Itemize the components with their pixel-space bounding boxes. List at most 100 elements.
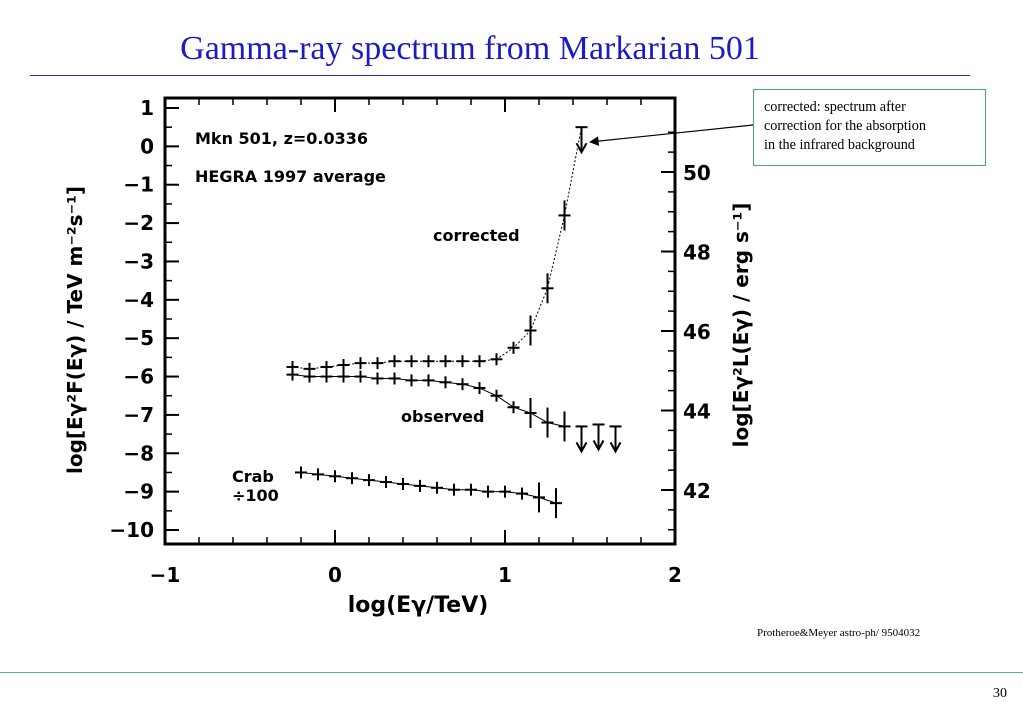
- plot-frame: [163, 96, 677, 546]
- data-point: [303, 370, 316, 383]
- upper-limit-arrow: [575, 425, 588, 454]
- limit-head: [609, 441, 622, 454]
- data-point: [473, 355, 486, 368]
- data-point: [524, 397, 537, 428]
- data-point: [448, 483, 460, 496]
- data-point: [312, 468, 324, 481]
- y2-tick-label: 50: [683, 161, 711, 185]
- limit-head: [592, 440, 605, 452]
- y-tick-label: −3: [123, 249, 154, 273]
- data-point: [541, 407, 554, 438]
- y-tick-label: −7: [123, 403, 154, 427]
- y-tick-label: −9: [123, 480, 154, 504]
- crab-label-2: ÷100: [232, 486, 279, 505]
- data-point: [363, 474, 375, 487]
- y2-tick-label: 42: [683, 479, 711, 503]
- data-point: [524, 315, 537, 346]
- x-tick-label: 2: [668, 563, 682, 587]
- data-point: [439, 376, 452, 389]
- x-tick-label: 1: [498, 563, 512, 587]
- y-tick-label: −6: [123, 365, 154, 389]
- title-divider: [30, 75, 970, 76]
- reference-credit: Protheroe&Meyer astro-ph/ 9504032: [757, 627, 921, 639]
- data-point: [337, 359, 350, 372]
- source-label-2: HEGRA 1997 average: [195, 167, 386, 186]
- data-point: [329, 470, 341, 483]
- series-line-2: [300, 472, 557, 504]
- upper-limit-arrow: [592, 423, 605, 452]
- data-point: [346, 472, 358, 485]
- data-point: [456, 378, 469, 391]
- limit-head: [575, 142, 588, 155]
- callout-line-3: in the infrared background: [764, 137, 915, 153]
- data-point: [490, 389, 503, 402]
- data-point: [473, 382, 486, 395]
- data-point: [388, 372, 401, 385]
- y-tick-label: −5: [123, 326, 154, 350]
- data-point: [431, 481, 443, 494]
- y-tick-label: −4: [123, 288, 154, 312]
- y-axis-label: log[Eγ²F(Eγ) / TeV m⁻²s⁻¹]: [63, 186, 87, 474]
- callout-arrow: [589, 124, 754, 146]
- limit-head: [575, 441, 588, 454]
- footer-divider: [0, 672, 1023, 673]
- series-label-corrected: corrected: [433, 226, 520, 245]
- y2-tick-labels: 42 44 46 48 50: [683, 161, 711, 503]
- page-number: 30: [993, 686, 1007, 701]
- upper-limit-arrow: [609, 425, 622, 454]
- y2-tick-label: 44: [683, 400, 711, 424]
- data-point: [507, 341, 520, 354]
- data-point: [380, 476, 392, 489]
- data-point: [482, 485, 494, 498]
- callout-line-1: corrected: spectrum after: [764, 99, 906, 115]
- data-point: [414, 479, 426, 492]
- data-point: [405, 374, 418, 387]
- data-point: [405, 355, 418, 368]
- y-tick-label: 1: [140, 96, 154, 120]
- data-point: [439, 355, 452, 368]
- data-point: [465, 483, 477, 496]
- data-point: [490, 353, 503, 366]
- y-tick-label: 0: [140, 134, 154, 158]
- data-point: [337, 370, 350, 383]
- data-point: [558, 411, 571, 442]
- data-point: [507, 401, 520, 414]
- slide-title: Gamma-ray spectrum from Markarian 501: [180, 30, 760, 67]
- data-point: [499, 485, 511, 498]
- x-tick-label: 0: [328, 563, 342, 587]
- callout-line-2: correction for the absorption: [764, 118, 926, 134]
- data-point: [371, 372, 384, 385]
- y2-tick-label: 48: [683, 241, 711, 265]
- data-point: [388, 355, 401, 368]
- y2-axis-label: log[Eγ²L(Eγ) / erg s⁻¹]: [729, 203, 753, 448]
- data-point: [422, 374, 435, 387]
- data-point: [516, 487, 528, 500]
- data-point: [354, 357, 367, 370]
- data-point: [550, 488, 562, 519]
- series-line-0: [292, 127, 582, 370]
- y-tick-label: −8: [123, 441, 154, 465]
- x-tick-label: −1: [150, 563, 181, 587]
- series-label-observed: observed: [401, 407, 484, 426]
- data-point: [558, 200, 571, 231]
- y2-tick-label: 46: [683, 320, 711, 344]
- y-tick-label: −2: [123, 211, 154, 235]
- x-tick-labels: −1 0 1 2: [150, 563, 682, 587]
- data-point: [286, 368, 299, 381]
- axis-ticks: [164, 98, 676, 544]
- data-point: [422, 355, 435, 368]
- y-tick-label: −10: [109, 518, 154, 542]
- callout-box: corrected: spectrum after correction for…: [753, 89, 986, 166]
- y-tick-label: −1: [123, 173, 154, 197]
- upper-limit-arrow: [575, 126, 588, 155]
- data-point: [371, 357, 384, 370]
- data-point: [456, 355, 469, 368]
- y-tick-labels: 1 0 −1 −2 −3 −4 −5 −6 −7 −8 −9 −10: [109, 96, 154, 542]
- data-point: [354, 370, 367, 383]
- data-point: [320, 370, 333, 383]
- data-point: [295, 466, 307, 479]
- data-markers: [286, 126, 622, 519]
- crab-label-1: Crab: [232, 467, 274, 486]
- data-point: [533, 482, 545, 513]
